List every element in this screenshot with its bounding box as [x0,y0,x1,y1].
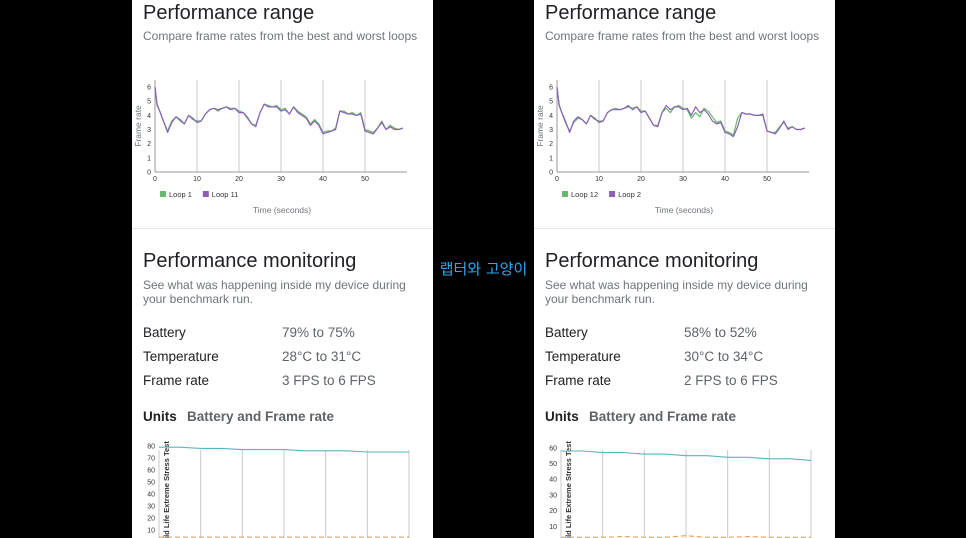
frame-rate-chart: 0 1 2 3 4 5 6 0 10 20 30 40 50 Frame rate Loop 12 Loop … [535,80,809,215]
performance-range-subtitle: Compare frame rates from the best and wo… [143,29,418,43]
frame-rate-label: Frame rate [143,373,210,388]
x-tick-label: 0 [153,176,157,183]
x-tick-label: 50 [763,176,771,183]
y-tick-label: 30 [147,504,155,511]
y-tick-label: 70 [147,456,155,463]
temperature-label: Temperature [143,349,219,364]
y-tick-label: 1 [147,155,151,162]
section-divider [132,228,433,229]
y-axis-title: Frame rate [133,105,143,147]
legend-swatch [562,191,568,197]
results-panel-left: Performance range Compare frame rates fr… [132,0,433,538]
y-tick-label: 80 [147,444,155,451]
temperature-label: Temperature [545,349,621,364]
temperature-value: 28°C to 31°C [282,349,362,364]
legend-label: Loop 2 [618,190,641,199]
y-tick-label: 0 [549,170,553,177]
battery-frame-rate-chart: 10 20 30 40 50 60 Wild Life Extreme Stress Tes… [549,441,812,538]
performance-monitoring-subtitle: See what was happening inside my device … [143,278,406,306]
y-tick-label: 60 [147,468,155,475]
y-tick-label: 10 [549,524,557,531]
temperature-value: 30°C to 34°C [684,349,764,364]
frame-rate-label: Frame rate [545,373,612,388]
frame-rate-value: 2 FPS to 6 FPS [684,373,778,388]
performance-range-title: Performance range [143,2,315,24]
results-panel-right: Performance range Compare frame rates fr… [534,0,835,538]
units-selector[interactable]: Battery and Frame rate [187,409,335,424]
y-tick-label: 3 [549,127,553,134]
section-divider [534,228,835,229]
y-tick-label: 5 [549,99,553,106]
legend-label: Loop 11 [212,190,239,199]
legend-swatch [609,191,616,197]
performance-monitoring-subtitle: See what was happening inside my device … [545,278,808,306]
x-tick-label: 20 [637,176,645,183]
x-tick-label: 40 [721,176,729,183]
y-tick-label: 30 [549,492,557,499]
y-tick-label: 50 [147,480,155,487]
y-axis-title: Wild Life Extreme Stress Test [564,441,573,538]
x-tick-label: 30 [679,176,687,183]
performance-range-title: Performance range [545,2,717,24]
x-tick-label: 40 [319,176,327,183]
x-tick-label: 20 [235,176,243,183]
performance-range-subtitle: Compare frame rates from the best and wo… [545,29,820,43]
y-tick-label: 4 [549,113,553,120]
center-caption: 랩터와 고양이 [439,260,528,278]
x-tick-label: 50 [361,176,369,183]
series-line-battery [561,450,812,461]
legend-label: Loop 12 [571,190,598,199]
y-tick-label: 3 [147,127,151,134]
series-line-loop-1 [154,87,403,134]
x-tick-label: 10 [193,176,201,183]
y-tick-label: 0 [147,170,151,177]
y-tick-label: 10 [147,528,155,535]
x-axis-title: Time (seconds) [655,205,713,215]
legend-swatch [160,191,166,197]
y-tick-label: 20 [549,508,557,515]
y-tick-label: 50 [549,461,557,468]
battery-value: 79% to 75% [282,325,355,340]
performance-monitoring-title: Performance monitoring [545,250,759,272]
x-tick-label: 10 [595,176,603,183]
x-tick-label: 30 [277,176,285,183]
y-tick-label: 6 [147,85,151,92]
units-label: Units [545,409,579,424]
y-axis-title: Frame rate [535,105,545,147]
y-tick-label: 2 [549,141,553,148]
frame-rate-chart: 0 1 2 3 4 5 6 0 10 20 30 40 50 Frame rate Loop 1 Loop 1… [133,80,407,215]
battery-frame-rate-chart: 10 20 30 40 50 60 70 80 Wild Life Extreme Stress… [147,441,410,538]
legend-swatch [202,191,209,197]
y-tick-label: 2 [147,141,151,148]
battery-label: Battery [143,325,186,340]
y-tick-label: 20 [147,516,155,523]
x-axis-title: Time (seconds) [253,205,311,215]
y-tick-label: 1 [549,155,553,162]
y-tick-label: 5 [147,99,151,106]
y-tick-label: 40 [549,477,557,484]
y-tick-label: 6 [549,85,553,92]
performance-monitoring-title: Performance monitoring [143,250,357,272]
y-tick-label: 4 [147,113,151,120]
x-tick-label: 0 [555,176,559,183]
series-line-loop-12 [556,87,805,136]
y-tick-label: 60 [549,445,557,452]
frame-rate-value: 3 FPS to 6 FPS [282,373,376,388]
y-tick-label: 40 [147,492,155,499]
units-label: Units [143,409,177,424]
series-line-frame-rate [561,535,811,538]
y-axis-title: Wild Life Extreme Stress Test [162,441,171,538]
series-line-battery [159,446,409,453]
legend-label: Loop 1 [169,190,192,199]
units-selector[interactable]: Battery and Frame rate [589,409,737,424]
series-line-loop-11 [154,87,403,135]
battery-label: Battery [545,325,588,340]
battery-value: 58% to 52% [684,325,757,340]
series-line-loop-2 [556,87,805,138]
